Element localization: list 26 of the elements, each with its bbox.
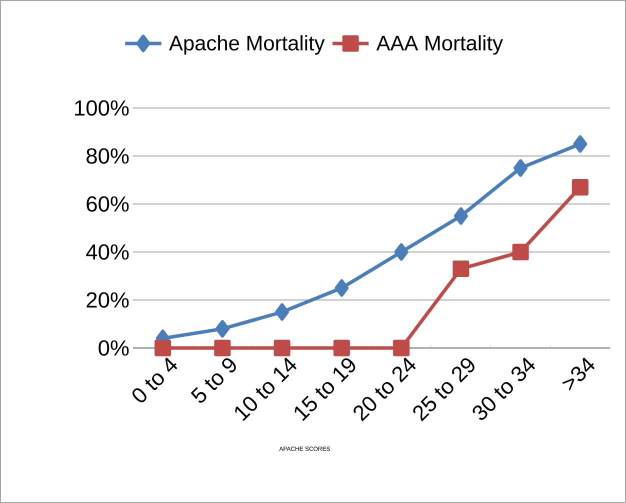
point	[512, 244, 529, 260]
point	[215, 320, 230, 338]
y-tick-label: 60%	[86, 196, 129, 212]
point	[275, 303, 290, 321]
y-tick-label: 0%	[98, 340, 129, 356]
x-tick-label: 0 to 4	[132, 357, 178, 402]
point	[573, 135, 588, 153]
point	[572, 178, 588, 196]
legend-label: AAA Mortality	[376, 35, 503, 55]
point	[393, 340, 410, 356]
point	[214, 340, 231, 356]
point	[154, 340, 172, 356]
y-tick-label: 40%	[86, 244, 129, 260]
point	[274, 340, 290, 356]
x-tick-label: 5 to 9	[190, 358, 236, 403]
y-tick-label: 20%	[86, 292, 129, 308]
point	[454, 207, 468, 225]
legend-label: Apache Mortality	[169, 35, 325, 55]
y-tick-label: 100%	[75, 100, 129, 116]
point	[394, 243, 408, 261]
y-tick-label: 80%	[86, 148, 129, 164]
point	[452, 260, 470, 278]
x-tick-label: >34	[562, 357, 595, 391]
point	[334, 279, 349, 297]
point	[333, 340, 350, 356]
point	[514, 159, 528, 177]
